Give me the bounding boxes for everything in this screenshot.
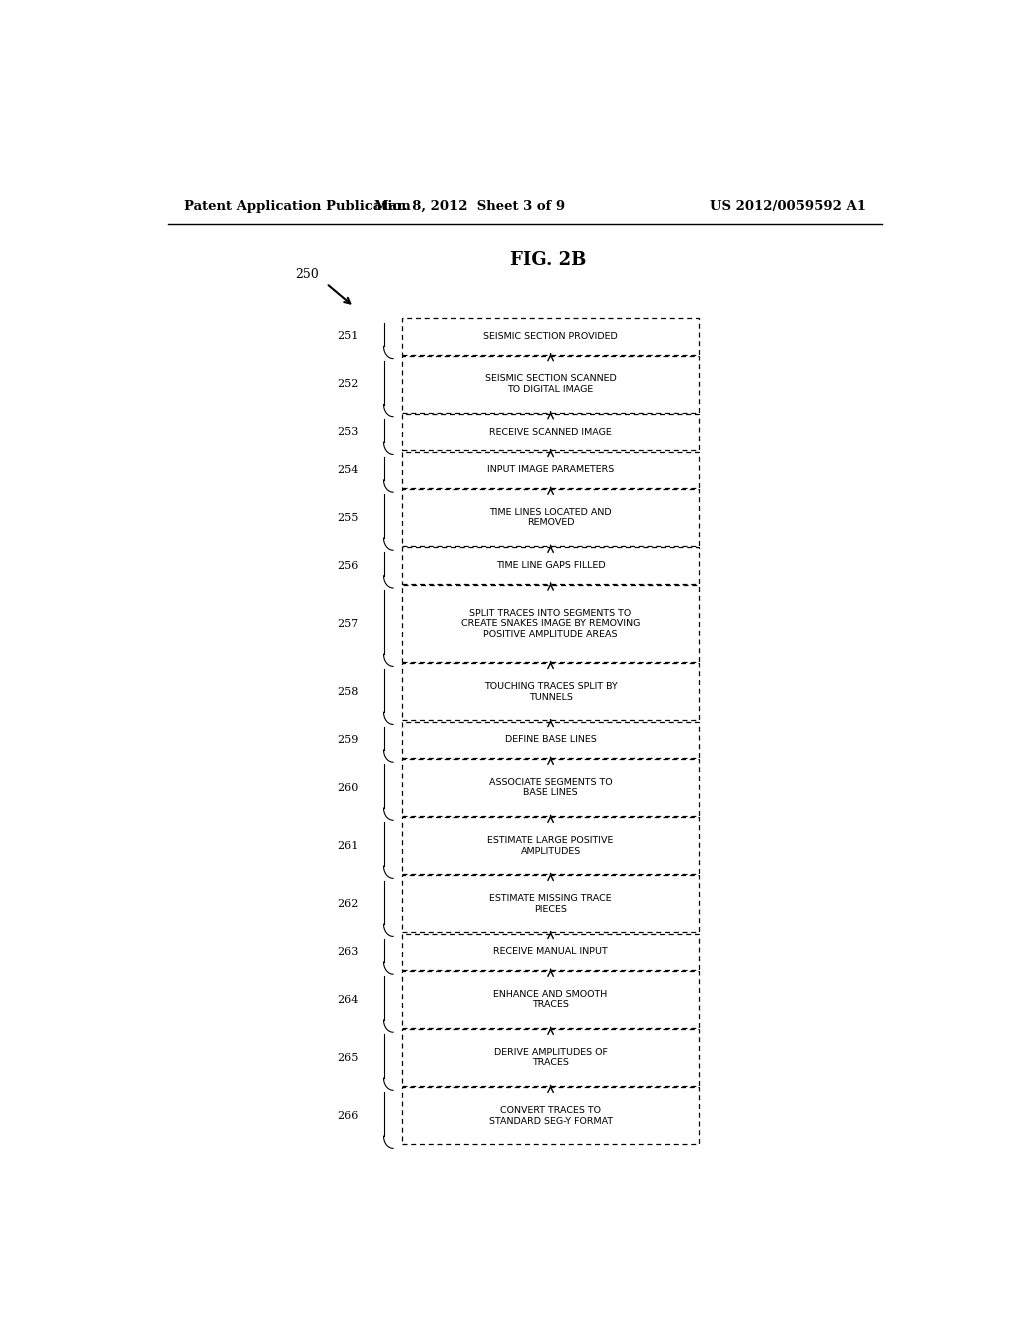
- Text: INPUT IMAGE PARAMETERS: INPUT IMAGE PARAMETERS: [487, 466, 614, 474]
- Text: 263: 263: [337, 946, 358, 957]
- Text: TIME LINE GAPS FILLED: TIME LINE GAPS FILLED: [496, 561, 605, 570]
- Text: SPLIT TRACES INTO SEGMENTS TO
CREATE SNAKES IMAGE BY REMOVING
POSITIVE AMPLITUDE: SPLIT TRACES INTO SEGMENTS TO CREATE SNA…: [461, 609, 640, 639]
- Text: 250: 250: [295, 268, 318, 281]
- FancyBboxPatch shape: [401, 585, 699, 663]
- Text: DERIVE AMPLITUDES OF
TRACES: DERIVE AMPLITUDES OF TRACES: [494, 1048, 607, 1068]
- Text: Mar. 8, 2012  Sheet 3 of 9: Mar. 8, 2012 Sheet 3 of 9: [374, 199, 565, 213]
- FancyBboxPatch shape: [401, 933, 699, 970]
- Text: 261: 261: [337, 841, 358, 851]
- Text: TOUCHING TRACES SPLIT BY
TUNNELS: TOUCHING TRACES SPLIT BY TUNNELS: [483, 682, 617, 702]
- FancyBboxPatch shape: [401, 759, 699, 816]
- FancyBboxPatch shape: [401, 722, 699, 758]
- Text: 262: 262: [337, 899, 358, 909]
- Text: ESTIMATE LARGE POSITIVE
AMPLITUDES: ESTIMATE LARGE POSITIVE AMPLITUDES: [487, 836, 613, 855]
- Text: DEFINE BASE LINES: DEFINE BASE LINES: [505, 735, 596, 744]
- Text: 251: 251: [337, 331, 358, 342]
- Text: SEISMIC SECTION PROVIDED: SEISMIC SECTION PROVIDED: [483, 331, 617, 341]
- Text: 254: 254: [337, 465, 358, 475]
- FancyBboxPatch shape: [401, 355, 699, 413]
- Text: 252: 252: [337, 379, 358, 389]
- FancyBboxPatch shape: [401, 451, 699, 488]
- FancyBboxPatch shape: [401, 875, 699, 932]
- FancyBboxPatch shape: [401, 490, 699, 546]
- Text: US 2012/0059592 A1: US 2012/0059592 A1: [710, 199, 866, 213]
- Text: RECEIVE MANUAL INPUT: RECEIVE MANUAL INPUT: [494, 948, 608, 956]
- FancyBboxPatch shape: [401, 1088, 699, 1144]
- Text: SEISMIC SECTION SCANNED
TO DIGITAL IMAGE: SEISMIC SECTION SCANNED TO DIGITAL IMAGE: [484, 375, 616, 393]
- FancyBboxPatch shape: [401, 817, 699, 874]
- Text: CONVERT TRACES TO
STANDARD SEG-Y FORMAT: CONVERT TRACES TO STANDARD SEG-Y FORMAT: [488, 1106, 612, 1126]
- Text: 265: 265: [337, 1053, 358, 1063]
- FancyBboxPatch shape: [401, 1030, 699, 1086]
- FancyBboxPatch shape: [401, 664, 699, 721]
- Text: 257: 257: [337, 619, 358, 628]
- FancyBboxPatch shape: [401, 548, 699, 583]
- FancyBboxPatch shape: [401, 318, 699, 355]
- Text: 264: 264: [337, 995, 358, 1005]
- Text: 259: 259: [337, 735, 358, 744]
- Text: 253: 253: [337, 428, 358, 437]
- Text: 255: 255: [337, 512, 358, 523]
- Text: 258: 258: [337, 686, 358, 697]
- FancyBboxPatch shape: [401, 413, 699, 450]
- Text: 266: 266: [337, 1111, 358, 1121]
- Text: 256: 256: [337, 561, 358, 570]
- Text: FIG. 2B: FIG. 2B: [510, 251, 587, 269]
- Text: RECEIVE SCANNED IMAGE: RECEIVE SCANNED IMAGE: [489, 428, 612, 437]
- Text: 260: 260: [337, 783, 358, 793]
- Text: TIME LINES LOCATED AND
REMOVED: TIME LINES LOCATED AND REMOVED: [489, 508, 612, 528]
- FancyBboxPatch shape: [401, 972, 699, 1028]
- Text: ENHANCE AND SMOOTH
TRACES: ENHANCE AND SMOOTH TRACES: [494, 990, 607, 1010]
- Text: ESTIMATE MISSING TRACE
PIECES: ESTIMATE MISSING TRACE PIECES: [489, 894, 612, 913]
- Text: ASSOCIATE SEGMENTS TO
BASE LINES: ASSOCIATE SEGMENTS TO BASE LINES: [488, 777, 612, 797]
- Text: Patent Application Publication: Patent Application Publication: [183, 199, 411, 213]
